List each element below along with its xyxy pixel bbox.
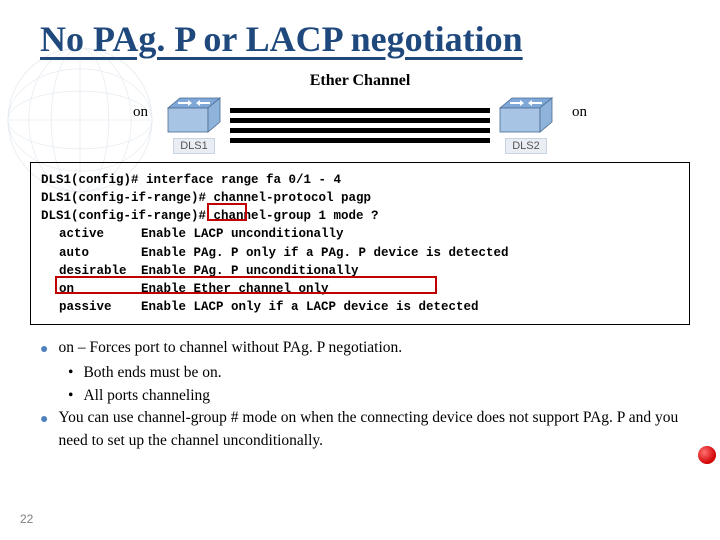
link-line xyxy=(230,108,490,113)
mode-name: active xyxy=(41,225,141,243)
link-line xyxy=(230,118,490,123)
link-line xyxy=(230,128,490,133)
mode-name: auto xyxy=(41,244,141,262)
bullet-text: You can use channel-group # mode on when… xyxy=(58,407,680,452)
bullet-item: ● on – Forces port to channel without PA… xyxy=(40,337,680,360)
page-title: No PAg. P or LACP negotiation xyxy=(0,0,720,68)
page-number: 22 xyxy=(20,512,33,526)
bullet-item: ● You can use channel-group # mode on wh… xyxy=(40,407,680,452)
laser-pointer-icon xyxy=(698,446,716,464)
mode-desc: Enable LACP unconditionally xyxy=(141,225,344,243)
sub-bullet-text: Both ends must be on. xyxy=(83,362,221,384)
bullet-text: on – Forces port to channel without PAg.… xyxy=(58,337,402,360)
diagram-subtitle: Ether Channel xyxy=(0,72,720,90)
link-line xyxy=(230,138,490,143)
switch-dls1: DLS1 xyxy=(164,96,224,154)
left-on-label: on xyxy=(133,104,148,121)
right-on-label: on xyxy=(572,104,587,121)
switch2-label: DLS2 xyxy=(505,138,547,154)
mode-desc: Enable Ether channel only xyxy=(141,280,329,298)
mode-desc: Enable LACP only if a LACP device is det… xyxy=(141,298,479,316)
terminal-line: DLS1(config)# interface range fa 0/1 - 4 xyxy=(41,171,679,189)
mode-desc: Enable PAg. P unconditionally xyxy=(141,262,359,280)
terminal-line: DLS1(config-if-range)# channel-group 1 m… xyxy=(41,207,679,225)
bullet-list: ● on – Forces port to channel without PA… xyxy=(40,337,680,452)
network-diagram: on DLS1 DLS2 xyxy=(0,96,720,154)
terminal-output: DLS1(config)# interface range fa 0/1 - 4… xyxy=(30,162,690,325)
sub-bullet-item: • All ports channeling xyxy=(68,385,680,407)
switch1-label: DLS1 xyxy=(173,138,215,154)
bullet-marker-icon: ● xyxy=(40,340,48,360)
ether-links xyxy=(230,108,490,143)
mode-name: on xyxy=(41,280,141,298)
bullet-marker-icon: ● xyxy=(40,410,48,452)
bullet-marker-icon: • xyxy=(68,385,73,407)
mode-name: passive xyxy=(41,298,141,316)
mode-name: desirable xyxy=(41,262,141,280)
switch-dls2: DLS2 xyxy=(496,96,556,154)
bullet-marker-icon: • xyxy=(68,362,73,384)
mode-desc: Enable PAg. P only if a PAg. P device is… xyxy=(141,244,509,262)
sub-bullet-text: All ports channeling xyxy=(83,385,210,407)
terminal-line: DLS1(config-if-range)# channel-protocol … xyxy=(41,189,679,207)
sub-bullet-item: • Both ends must be on. xyxy=(68,362,680,384)
